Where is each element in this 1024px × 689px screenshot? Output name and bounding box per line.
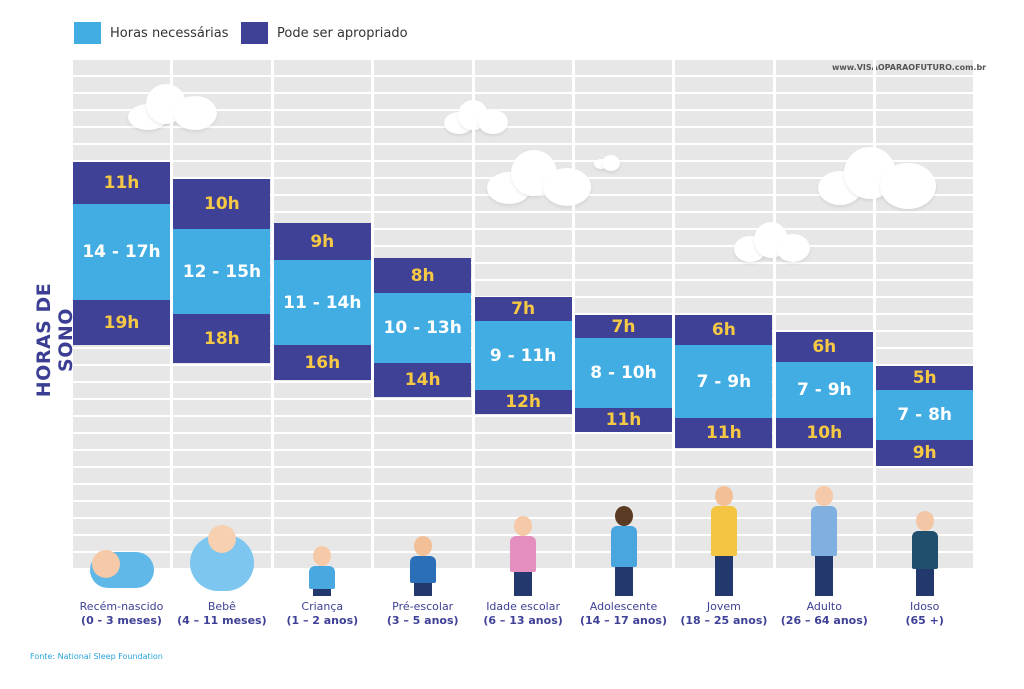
- category-age-range: (65 +): [905, 614, 944, 627]
- bar-recommended: 7 - 9h: [675, 345, 773, 418]
- bar-recommended: 7 - 8h: [876, 390, 974, 440]
- bar-upper-appropriate: 6h: [675, 315, 773, 345]
- column-separator: [170, 60, 174, 568]
- category-age-range: (3 – 5 anos): [386, 614, 459, 627]
- category-age-range: (1 – 2 anos): [286, 614, 359, 627]
- bar-recommended: 11 - 14h: [273, 260, 371, 345]
- legend-swatch: [241, 22, 268, 44]
- bar-upper-appropriate: 10h: [173, 179, 271, 229]
- category-name: Idoso: [909, 600, 940, 613]
- category-name: Idade escolar: [486, 600, 560, 613]
- bar-lower-appropriate: 10h: [775, 418, 873, 448]
- bar-lower-appropriate: 19h: [73, 300, 170, 345]
- source-note: Fonte: National Sleep Foundation: [30, 652, 163, 661]
- category-age-range: (14 – 17 anos): [579, 614, 668, 627]
- bar-recommended: 8 - 10h: [575, 338, 672, 408]
- bar-lower-appropriate: 18h: [173, 314, 271, 363]
- column-separator: [572, 60, 575, 568]
- legend-label: Pode ser apropriado: [277, 25, 408, 41]
- bar-upper-appropriate: 7h: [474, 297, 572, 321]
- bar-upper-appropriate: 8h: [374, 258, 472, 293]
- category-age-range: (26 – 64 anos): [780, 614, 868, 627]
- category-age-range: (6 – 13 anos): [483, 614, 563, 627]
- column-separator: [772, 60, 776, 568]
- bar-upper-appropriate: 5h: [876, 366, 974, 390]
- bar-lower-appropriate: 9h: [876, 440, 974, 466]
- category-name: Jovem: [706, 600, 741, 613]
- category-label: Idoso (65 +): [865, 600, 985, 628]
- category-label: Idade escolar (6 – 13 anos): [463, 600, 583, 628]
- bar-recommended: 7 - 9h: [775, 362, 873, 418]
- bar-upper-appropriate: 7h: [575, 315, 672, 338]
- bar-recommended: 14 - 17h: [73, 204, 170, 300]
- y-axis-label: HORAS DE SONO: [33, 282, 77, 398]
- bar-lower-appropriate: 12h: [474, 390, 572, 414]
- category-label: Jovem (18 – 25 anos): [664, 600, 784, 628]
- category-name: Recém-nascido: [79, 600, 164, 613]
- bar-recommended: 9 - 11h: [474, 321, 572, 390]
- column-separator: [873, 60, 877, 568]
- legend-item-required: Horas necessárias: [74, 22, 229, 44]
- category-label: Criança (1 – 2 anos): [262, 600, 382, 628]
- bar-upper-appropriate: 11h: [73, 162, 170, 204]
- category-age-range: (18 – 25 anos): [680, 614, 768, 627]
- column-separator: [270, 60, 274, 568]
- category-label: Adolescente (14 – 17 anos): [564, 600, 684, 628]
- watermark-logo: www.VISÃOPARAOFUTURO.com.br: [832, 63, 987, 72]
- legend-swatch: [74, 22, 101, 44]
- category-label: Adulto (26 – 64 anos): [764, 600, 884, 628]
- column-separator: [371, 60, 375, 568]
- category-name: Adolescente: [589, 600, 658, 613]
- bar-lower-appropriate: 11h: [675, 418, 773, 448]
- category-age-range: (0 - 3 meses): [81, 614, 162, 627]
- category-name: Pré-escolar: [392, 600, 454, 613]
- category-name: Bebê: [207, 600, 236, 613]
- category-label: Pré-escolar (3 – 5 anos): [363, 600, 483, 628]
- column-separator: [471, 60, 475, 568]
- category-name: Adulto: [806, 600, 842, 613]
- category-label: Bebê (4 – 11 meses): [162, 600, 282, 628]
- legend-item-appropriate: Pode ser apropriado: [241, 22, 408, 44]
- category-name: Criança: [301, 600, 344, 613]
- column-separator: [672, 60, 676, 568]
- bar-upper-appropriate: 9h: [273, 223, 371, 260]
- bar-lower-appropriate: 14h: [374, 363, 472, 397]
- bar-upper-appropriate: 6h: [775, 332, 873, 362]
- bar-recommended: 10 - 13h: [374, 293, 472, 363]
- bar-lower-appropriate: 11h: [575, 408, 672, 432]
- bar-lower-appropriate: 16h: [273, 345, 371, 380]
- legend-label: Horas necessárias: [110, 25, 229, 41]
- category-age-range: (4 – 11 meses): [177, 614, 267, 627]
- bar-recommended: 12 - 15h: [173, 229, 271, 314]
- category-label: Recém-nascido (0 - 3 meses): [62, 600, 182, 628]
